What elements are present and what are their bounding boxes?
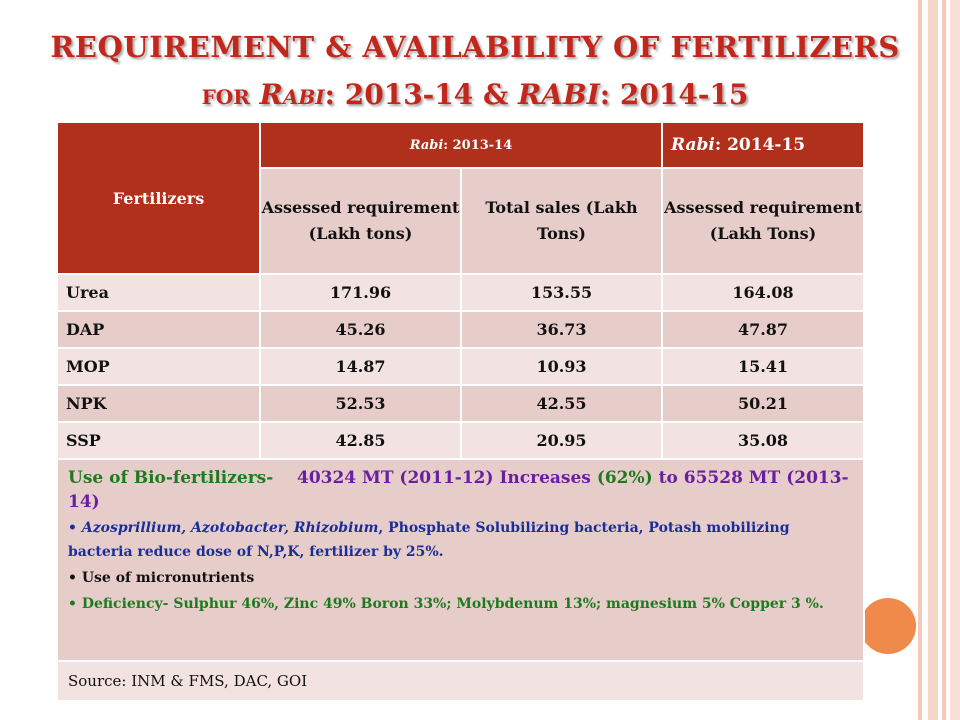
table-row: Urea 171.96 153.55 164.08 — [56, 273, 865, 312]
bullet-deficiency: • Deficiency- Sulphur 46%, Zinc 49% Boro… — [68, 596, 824, 612]
decor-circle — [860, 598, 916, 654]
notes-cell: Use of Bio-fertilizers- 40324 MT (2011-1… — [56, 458, 865, 662]
table-row: DAP 45.26 36.73 47.87 — [56, 310, 865, 349]
notes-row: Use of Bio-fertilizers- 40324 MT (2011-1… — [56, 458, 865, 662]
table-row: NPK 52.53 42.55 50.21 — [56, 384, 865, 423]
subheader-assessed-2014: Assessed requirement (Lakh Tons) — [661, 167, 865, 275]
header-fertilizers: Fertilizers — [56, 121, 261, 275]
slide-title-line1: REQUIREMENT & AVAILABILITY OF FERTILIZER… — [50, 30, 900, 64]
bullet-biofertilizer-organisms: • Azosprillium, Azotobacter, Rhizobium, … — [68, 520, 790, 560]
bullet-micronutrients: • Use of micronutrients — [68, 570, 255, 586]
bio-fertilizer-note: Use of Bio-fertilizers- 40324 MT (2011-1… — [68, 468, 849, 512]
header-rabi-2013: Rabi: 2013-14 — [259, 121, 663, 169]
source-text: Source: INM & FMS, DAC, GOI — [56, 660, 865, 702]
fertilizer-table: Fertilizers Rabi: 2013-14 Rabi: 2014-15 … — [56, 121, 865, 702]
decor-stripe — [918, 0, 922, 720]
table-row: MOP 14.87 10.93 15.41 — [56, 347, 865, 386]
subheader-total-sales: Total sales (Lakh Tons) — [460, 167, 663, 275]
header-rabi-2014: Rabi: 2014-15 — [661, 121, 865, 169]
decor-stripe — [942, 0, 946, 720]
decor-stripe — [950, 0, 960, 720]
table-row: SSP 42.85 20.95 35.08 — [56, 421, 865, 460]
source-row: Source: INM & FMS, DAC, GOI — [56, 660, 865, 702]
slide-title-line2: FOR RABI: 2013-14 & RABI: 2014-15 — [201, 78, 749, 111]
decor-stripe — [928, 0, 938, 720]
subheader-assessed-2013: Assessed requirement (Lakh tons) — [259, 167, 462, 275]
